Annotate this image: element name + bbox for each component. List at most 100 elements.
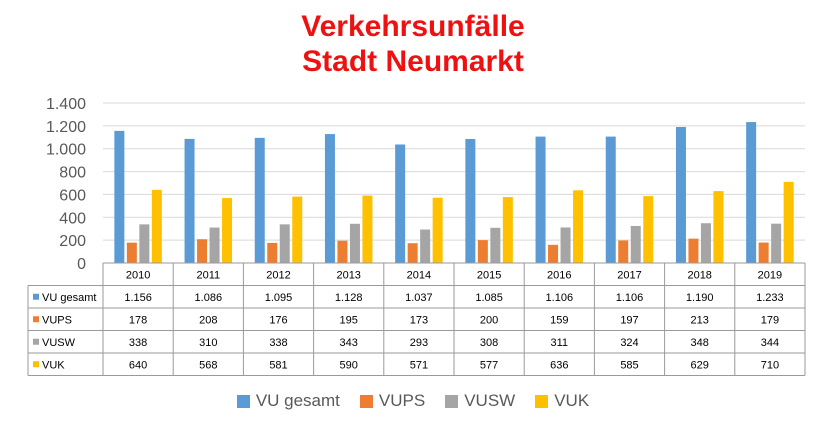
table-legend-key [33,316,39,323]
bar [783,181,794,263]
bar [688,238,699,263]
table-row-label: VUPS [42,314,72,326]
data-label: 324 [620,337,638,349]
x-tick-label: 2014 [407,269,431,281]
x-tick-label: 2012 [266,269,290,281]
bar [605,136,616,263]
y-tick-label: 0 [77,256,86,273]
x-tick-label: 2010 [126,269,150,281]
legend-item: VUK [535,391,589,411]
bar [209,227,220,263]
bar [254,137,265,263]
bar [151,189,162,263]
data-label: 338 [269,337,287,349]
legend-swatch [359,394,373,408]
x-tick-label: 2019 [758,269,782,281]
x-tick-label: 2016 [547,269,571,281]
bar [267,242,278,263]
table-legend-key [33,361,39,368]
data-label: 1.233 [756,292,784,304]
table-row-label: VUSW [42,337,76,349]
y-tick-label: 600 [59,187,86,204]
data-label: 571 [410,359,428,371]
y-tick-label: 200 [59,233,86,250]
y-tick-label: 1.200 [46,119,86,136]
legend-label: VUK [554,391,590,410]
bar [184,138,195,263]
x-tick-label: 2018 [687,269,711,281]
table-row-label: VU gesamt [42,292,96,304]
legend-swatch [445,394,459,408]
bar [420,229,431,263]
bar [349,223,360,263]
x-tick-label: 2015 [477,269,501,281]
bar [407,243,418,263]
data-label: 200 [480,314,498,326]
legend-label: VUSW [464,391,516,410]
data-label: 197 [620,314,638,326]
data-label: 1.128 [335,292,363,304]
bar [395,144,406,263]
legend-item: VUPS [359,391,425,411]
data-label: 173 [410,314,428,326]
bar [713,191,724,263]
data-label: 590 [340,359,358,371]
data-label: 311 [551,337,569,349]
legend-label: VU gesamt [255,391,340,410]
bar [618,240,629,263]
bar [700,223,711,263]
data-label: 1.106 [546,292,574,304]
bar [758,242,769,263]
data-label: 213 [691,314,709,326]
x-tick-label: 2013 [336,269,360,281]
data-label: 1.156 [124,292,152,304]
data-label: 310 [199,337,217,349]
data-label: 629 [691,359,709,371]
data-label: 178 [129,314,147,326]
legend-swatch [535,394,549,408]
bar [465,139,476,263]
bar [535,136,546,263]
y-tick-label: 1.400 [46,96,86,113]
bar [222,198,233,263]
table-legend-key [33,293,39,300]
bar [746,122,757,263]
legend-item: VUSW [445,391,515,411]
data-label: 195 [340,314,358,326]
bar [771,223,782,263]
data-label: 1.085 [475,292,503,304]
data-label: 176 [269,314,287,326]
bar [573,190,584,263]
bar [279,224,290,263]
data-label: 293 [410,337,428,349]
bar [643,196,654,263]
bar [362,195,373,263]
data-label: 1.037 [405,292,433,304]
bar [114,130,125,263]
data-label: 343 [340,337,358,349]
table-row-label: VUK [42,359,65,371]
data-label: 577 [480,359,498,371]
data-label: 159 [550,314,568,326]
data-label: 208 [199,314,217,326]
data-label: 581 [269,359,287,371]
data-label: 1.086 [195,292,223,304]
bar [490,227,501,263]
chart-subtitle: Stadt Neumarkt [302,45,524,78]
bar [292,196,303,263]
data-label: 1.106 [616,292,644,304]
bar [477,240,488,263]
bar [197,239,208,263]
chart-title: Verkehrsunfälle [301,10,525,43]
data-label: 344 [761,337,779,349]
data-label: 308 [480,337,498,349]
bar [337,240,348,263]
legend: VU gesamt VUPS VUSW VUK [0,391,826,411]
bar [675,127,686,263]
data-label: 568 [199,359,217,371]
data-label: 338 [129,337,147,349]
data-label: 636 [550,359,568,371]
bar [432,197,443,263]
data-label: 710 [761,359,779,371]
